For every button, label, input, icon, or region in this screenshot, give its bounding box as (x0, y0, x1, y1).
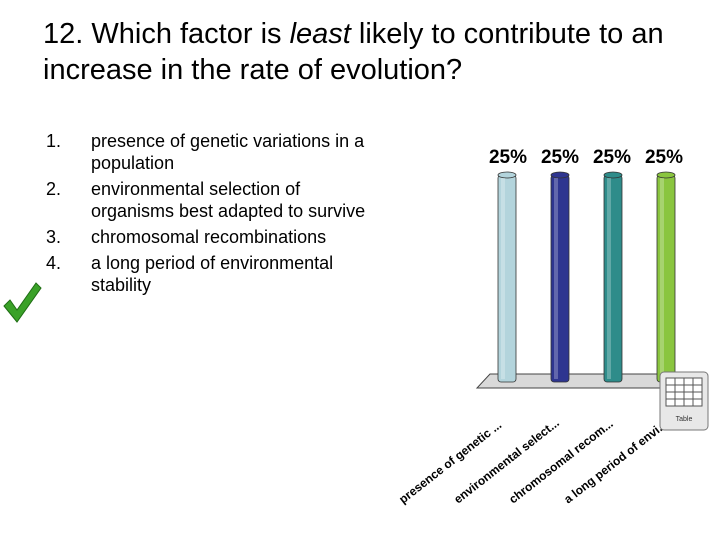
bar-2 (550, 171, 570, 383)
option-number: 3. (46, 227, 62, 247)
value-label: 25% (541, 147, 579, 168)
question-suffix: likely to contribute to an increase in t… (43, 18, 664, 86)
option-number: 4. (46, 253, 62, 273)
option-number: 2. (46, 179, 62, 199)
option-number: 1. (46, 131, 62, 151)
category-label: presence of genetic ... (396, 418, 504, 507)
bar-group (497, 171, 676, 383)
category-label-group: presence of genetic ...environmental sel… (396, 416, 670, 507)
response-chart: 25% 25% 25% 25% presence of genetic ...envi… (396, 147, 709, 507)
value-label-group: 25% 25% 25% 25% (489, 147, 683, 168)
option-2[interactable]: 2. environmental selection of organisms … (40, 178, 370, 222)
value-label: 25% (489, 147, 527, 168)
value-label: 25% (645, 147, 683, 168)
category-label: chromosomal recom... (506, 416, 616, 506)
option-text: presence of genetic variations in a popu… (91, 131, 365, 173)
option-text: chromosomal recombinations (91, 227, 327, 247)
bar-4 (656, 171, 676, 383)
table-icon[interactable]: Table (659, 371, 709, 431)
option-4[interactable]: 4. a long period of environmental stabil… (40, 252, 370, 296)
bar-3 (603, 171, 623, 383)
option-3[interactable]: 3. chromosomal recombinations (40, 226, 370, 248)
question-prefix: 12. Which factor is (43, 18, 290, 50)
category-label: a long period of envi... (561, 417, 670, 506)
value-label: 25% (593, 147, 631, 168)
option-1[interactable]: 1. presence of genetic variations in a p… (40, 130, 370, 174)
question-emphasis: least (289, 18, 351, 50)
question-title: 12. Which factor is least likely to cont… (43, 16, 703, 88)
category-label: environmental select... (451, 416, 562, 507)
option-text: a long period of environmental stability (91, 253, 334, 295)
option-text: environmental selection of organisms bes… (91, 179, 366, 221)
table-icon-label: Table (676, 416, 693, 423)
checkmark-icon (3, 282, 42, 323)
bar-1 (497, 171, 517, 383)
answer-options: 1. presence of genetic variations in a p… (40, 130, 370, 300)
